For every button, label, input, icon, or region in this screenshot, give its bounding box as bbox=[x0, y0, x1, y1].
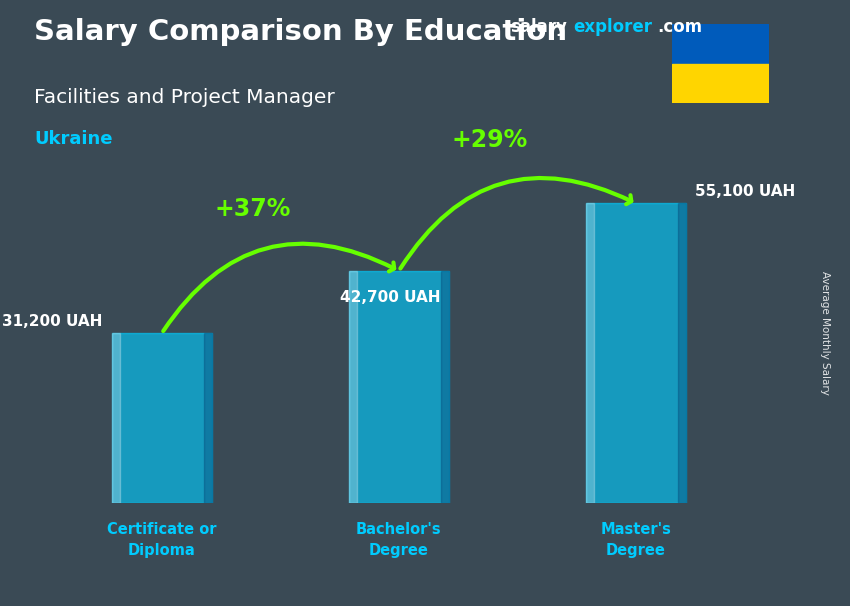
Bar bbox=[672, 64, 769, 103]
Text: 42,700 UAH: 42,700 UAH bbox=[339, 290, 440, 305]
Text: 55,100 UAH: 55,100 UAH bbox=[695, 184, 796, 199]
Bar bbox=[441, 271, 449, 503]
Text: Bachelor's
Degree: Bachelor's Degree bbox=[356, 522, 442, 558]
Text: salary: salary bbox=[510, 18, 567, 36]
Bar bbox=[678, 204, 686, 503]
Bar bbox=[111, 333, 212, 503]
Text: Average Monthly Salary: Average Monthly Salary bbox=[819, 271, 830, 395]
Text: 31,200 UAH: 31,200 UAH bbox=[2, 314, 102, 329]
Text: Certificate or
Diploma: Certificate or Diploma bbox=[107, 522, 217, 558]
Text: +29%: +29% bbox=[452, 128, 528, 152]
FancyArrowPatch shape bbox=[163, 244, 394, 331]
Text: Ukraine: Ukraine bbox=[34, 130, 112, 148]
Text: Master's
Degree: Master's Degree bbox=[601, 522, 672, 558]
Bar bbox=[348, 271, 357, 503]
Text: Salary Comparison By Education: Salary Comparison By Education bbox=[34, 18, 567, 46]
Bar bbox=[672, 24, 769, 64]
Text: explorer: explorer bbox=[574, 18, 653, 36]
Text: .com: .com bbox=[657, 18, 702, 36]
Bar bbox=[111, 333, 120, 503]
Text: +37%: +37% bbox=[215, 196, 291, 221]
FancyArrowPatch shape bbox=[400, 178, 632, 268]
Text: Facilities and Project Manager: Facilities and Project Manager bbox=[34, 88, 335, 107]
Bar bbox=[586, 204, 686, 503]
Bar bbox=[586, 204, 594, 503]
Bar bbox=[348, 271, 449, 503]
Bar bbox=[204, 333, 212, 503]
